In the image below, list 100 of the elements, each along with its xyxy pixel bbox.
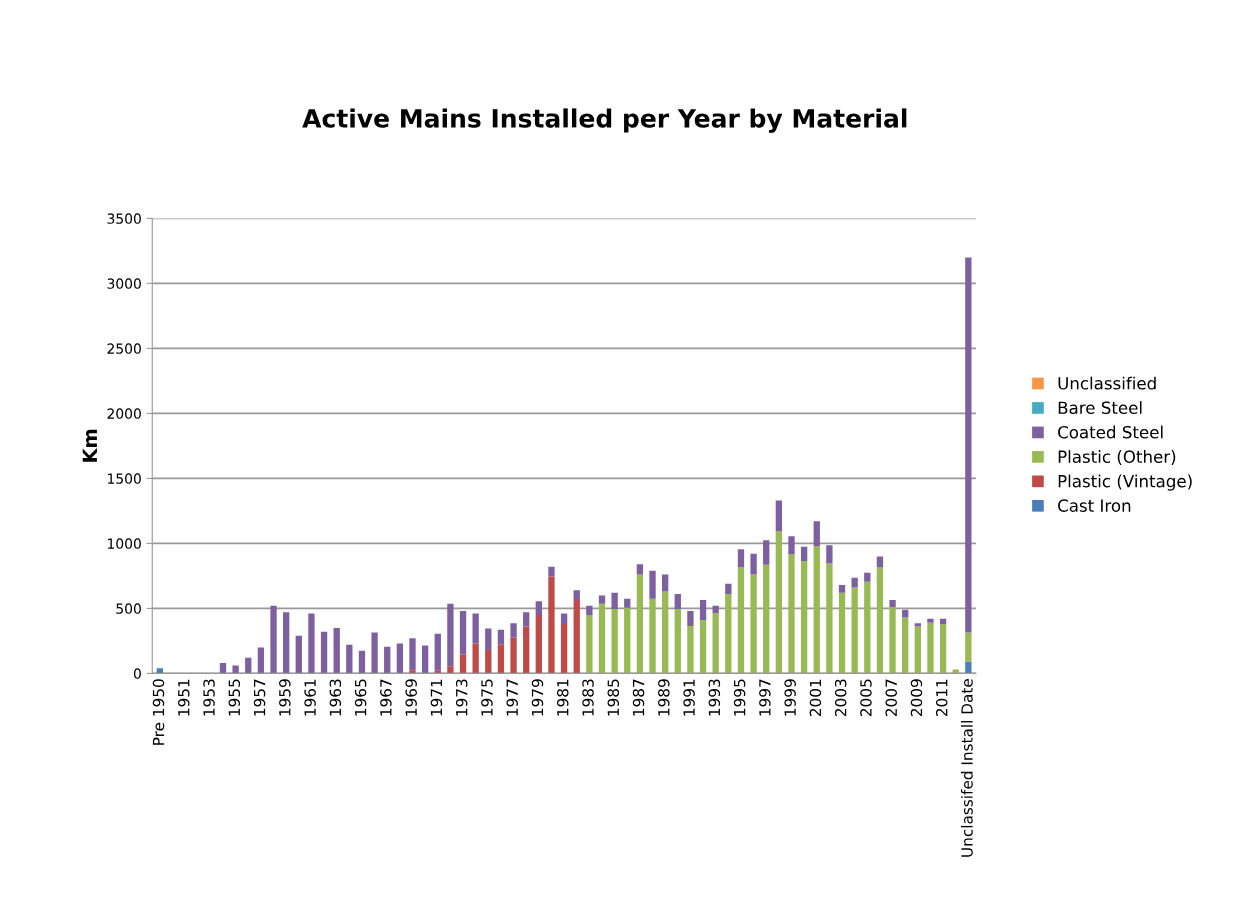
x-tick-label: 2005 — [860, 679, 872, 717]
y-tick-label: 2500 — [107, 343, 141, 354]
bar — [649, 570, 656, 599]
y-tick-label: 1000 — [108, 538, 141, 549]
bar — [927, 622, 934, 674]
bar — [586, 605, 593, 616]
bar — [245, 657, 252, 674]
bar — [472, 643, 479, 674]
x-tick-label: 1959 — [279, 679, 291, 716]
bar — [965, 632, 972, 662]
bar — [687, 611, 694, 626]
bar — [636, 574, 644, 674]
bar — [434, 633, 441, 671]
bar — [447, 666, 454, 674]
bar — [826, 545, 833, 563]
y-tick-label: 3000 — [107, 278, 141, 289]
bar — [699, 620, 707, 674]
bar — [725, 594, 732, 674]
bar — [737, 549, 745, 568]
bar — [573, 599, 580, 674]
bar — [813, 521, 820, 546]
bar — [459, 654, 467, 674]
bar — [902, 617, 909, 674]
bar — [889, 599, 896, 608]
x-tick-label: 2003 — [834, 679, 847, 717]
x-tick-label: 1967 — [380, 679, 392, 716]
bar — [333, 627, 340, 674]
bar — [270, 605, 277, 674]
bar — [750, 574, 757, 674]
bar — [295, 635, 302, 674]
legend-label: Bare Steel — [1058, 401, 1142, 415]
bar — [497, 629, 505, 645]
x-tick-label: 2007 — [885, 679, 897, 717]
bar — [624, 598, 631, 608]
x-tick-label: 1987 — [632, 679, 645, 716]
bar — [851, 587, 858, 674]
x-tick-label: 1997 — [759, 679, 771, 716]
bar — [586, 615, 593, 674]
x-tick-label: 1995 — [733, 679, 746, 716]
y-tick-label: 0 — [133, 668, 141, 679]
bar — [662, 591, 669, 674]
bar — [232, 665, 239, 674]
bar — [371, 632, 378, 674]
legend-label: Plastic (Vintage) — [1058, 474, 1192, 491]
x-tick-label: 1965 — [354, 679, 367, 716]
bar — [346, 644, 353, 674]
x-tick-label: 1999 — [784, 679, 796, 716]
x-tick-label: 1989 — [658, 679, 670, 716]
bar — [914, 623, 921, 627]
bar — [409, 638, 416, 671]
bar — [548, 576, 555, 674]
x-tick-label: 2001 — [809, 679, 822, 717]
bar — [535, 601, 542, 615]
y-axis-title: Km — [82, 429, 97, 462]
x-tick-label: 1969 — [405, 679, 417, 716]
legend-label: Plastic (Other) — [1058, 450, 1176, 465]
bar — [838, 585, 846, 593]
y-tick-label: 500 — [116, 603, 141, 614]
bar — [914, 626, 921, 674]
bar — [965, 257, 972, 633]
y-tick-label: 2000 — [107, 408, 141, 419]
x-tick-label: 1991 — [683, 679, 695, 716]
bar — [965, 661, 972, 674]
x-tick-label: 1993 — [708, 679, 721, 716]
bar — [712, 612, 719, 674]
bar — [826, 562, 833, 674]
bar — [573, 590, 580, 600]
bar — [838, 592, 846, 674]
x-tick-label: 1961 — [304, 679, 316, 716]
bar — [548, 566, 555, 577]
bar — [889, 607, 896, 674]
x-tick-label: 2009 — [910, 679, 923, 717]
x-tick-label: 1975 — [481, 679, 493, 716]
bar — [750, 553, 757, 575]
x-tick-label: 1963 — [329, 679, 342, 716]
bar — [624, 607, 631, 674]
x-tick-label: 1979 — [531, 679, 544, 716]
bar — [800, 560, 808, 674]
bar — [497, 644, 505, 674]
legend-label: Coated Steel — [1058, 425, 1163, 439]
bar — [358, 650, 366, 674]
x-tick-label: 2011 — [935, 679, 948, 717]
bar — [485, 650, 492, 674]
bar — [864, 581, 871, 674]
x-tick-label: 1953 — [203, 679, 215, 716]
bar — [283, 612, 290, 674]
bar — [699, 599, 707, 621]
x-tick-label: Pre 1950 — [152, 679, 165, 745]
bar — [219, 663, 227, 674]
x-tick-label: 1981 — [556, 679, 569, 716]
chart-title: Active Mains Installed per Year by Material — [302, 108, 907, 133]
bar — [687, 625, 694, 674]
bar — [712, 605, 719, 613]
bar — [598, 603, 606, 674]
bar — [649, 598, 656, 674]
bar — [523, 626, 530, 674]
bar — [851, 577, 858, 588]
bar — [485, 628, 492, 650]
y-tick-label: 3500 — [107, 213, 141, 224]
x-tick-label: 1971 — [430, 679, 443, 716]
